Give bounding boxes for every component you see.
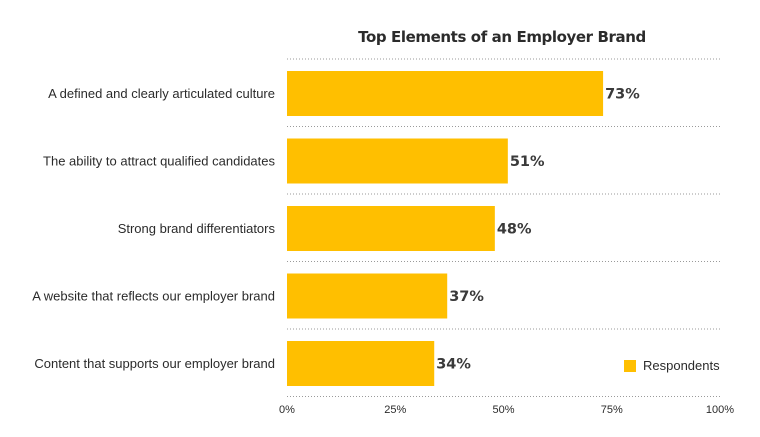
x-tick-label: 25% bbox=[384, 404, 406, 416]
bar bbox=[287, 341, 435, 386]
category-labels: A defined and clearly articulated cultur… bbox=[32, 86, 275, 371]
chart-title: Top Elements of an Employer Brand bbox=[358, 28, 646, 46]
x-tick-label: 75% bbox=[601, 404, 623, 416]
x-axis-ticks: 0% 25% 50% 75% 100% bbox=[279, 404, 734, 416]
legend-swatch bbox=[624, 359, 636, 372]
bar bbox=[287, 206, 495, 251]
legend: Respondents bbox=[624, 358, 720, 373]
x-tick-label: 50% bbox=[492, 404, 514, 416]
category-label: A defined and clearly articulated cultur… bbox=[48, 86, 275, 101]
category-label: Strong brand differentiators bbox=[118, 221, 276, 236]
gridlines bbox=[287, 58, 720, 397]
category-label: A website that reflects our employer bra… bbox=[32, 289, 275, 304]
value-label: 48% bbox=[497, 222, 532, 238]
bar bbox=[287, 138, 508, 184]
value-label: 73% bbox=[605, 87, 640, 103]
category-label: The ability to attract qualified candida… bbox=[43, 154, 275, 169]
value-label: 37% bbox=[449, 289, 484, 305]
x-tick-label: 0% bbox=[279, 404, 295, 416]
bar bbox=[287, 273, 448, 319]
bar bbox=[287, 71, 604, 116]
bars bbox=[287, 71, 604, 386]
value-labels: 73% 51% 48% 37% 34% bbox=[436, 87, 640, 373]
value-label: 34% bbox=[436, 357, 471, 373]
category-label: Content that supports our employer brand bbox=[34, 356, 275, 371]
x-tick-label: 100% bbox=[706, 404, 734, 416]
legend-label: Respondents bbox=[643, 358, 720, 373]
value-label: 51% bbox=[510, 154, 545, 170]
